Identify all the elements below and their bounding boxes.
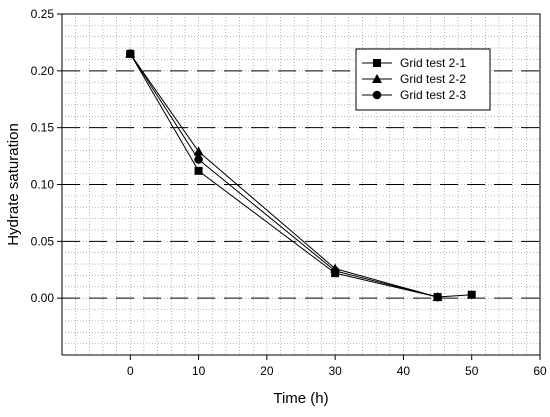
marker-circle — [330, 266, 340, 276]
x-tick-label: 60 — [533, 364, 547, 378]
marker-triangle — [372, 74, 382, 83]
marker-triangle — [193, 146, 204, 156]
x-axis-label: Time (h) — [273, 390, 328, 407]
y-tick-label: 0.20 — [31, 64, 55, 78]
x-tick-label: 20 — [260, 364, 274, 378]
y-tick-label: 0.15 — [31, 121, 55, 135]
series-line — [129, 53, 438, 298]
series-layer — [125, 48, 476, 302]
legend-item: Grid test 2-3 — [362, 88, 466, 102]
marker-square — [373, 59, 381, 67]
marker-circle — [125, 49, 135, 59]
marker-circle — [194, 155, 203, 164]
x-tick-label: 40 — [397, 364, 411, 378]
marker-square — [467, 290, 476, 299]
y-tick-label: 0.10 — [31, 178, 55, 192]
series — [125, 49, 442, 302]
y-tick-label: 0.05 — [31, 234, 55, 248]
x-tick-label: 0 — [127, 364, 134, 378]
legend: Grid test 2-1 Grid test 2-2 Grid test 2-3 — [355, 48, 491, 111]
legend-label: Grid test 2-2 — [400, 72, 466, 86]
x-tick-label: 10 — [192, 364, 206, 378]
y-axis-label: Hydrate saturation — [5, 123, 22, 246]
marker-square — [194, 166, 203, 175]
legend-items: Grid test 2-1 Grid test 2-2 Grid test 2-3 — [362, 56, 466, 102]
x-tick-label: 30 — [328, 364, 342, 378]
axis-ticks: 0 10 20 30 40 50 60 0.00 0.05 0.10 0.15 0.20 0.25 — [31, 7, 547, 378]
marker-circle — [433, 292, 442, 302]
x-tick-label: 50 — [465, 364, 479, 378]
series-line — [129, 53, 438, 298]
y-tick-label: 0.00 — [31, 291, 55, 305]
legend-item: Grid test 2-2 — [362, 72, 466, 86]
marker-circle — [372, 90, 382, 100]
legend-label: Grid test 2-1 — [400, 56, 466, 70]
legend-item: Grid test 2-1 — [362, 56, 466, 70]
y-tick-label: 0.25 — [31, 7, 55, 21]
legend-label: Grid test 2-3 — [400, 88, 466, 102]
